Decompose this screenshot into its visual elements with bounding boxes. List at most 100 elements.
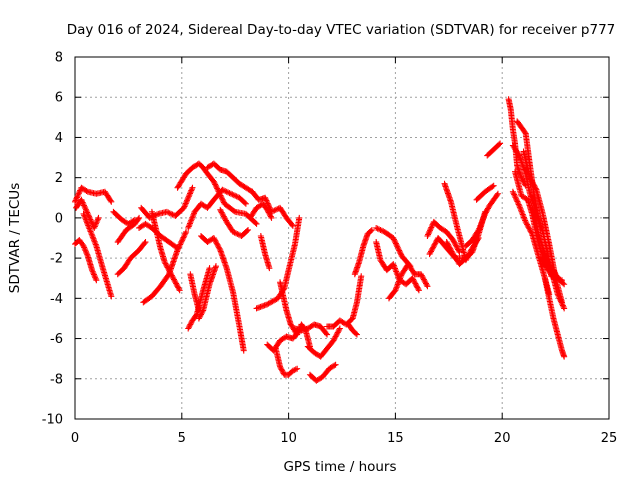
data-point — [219, 186, 226, 193]
data-point — [161, 259, 168, 266]
data-point-track — [84, 251, 91, 258]
data-point-track — [528, 229, 535, 236]
data-point-track — [397, 250, 404, 257]
data-point — [93, 277, 100, 284]
data-point — [490, 182, 497, 189]
data-point-track — [450, 238, 457, 245]
data-point-track — [448, 248, 455, 255]
data-point — [266, 265, 273, 272]
data-point — [245, 226, 252, 233]
data-point-track — [515, 200, 522, 207]
data-point-track — [494, 191, 501, 198]
data-point-track — [557, 298, 564, 305]
data-point-track — [392, 239, 399, 246]
data-point-track — [91, 223, 98, 230]
data-point-track — [406, 262, 413, 269]
data-point-track — [80, 202, 87, 209]
data-point-track — [331, 362, 338, 369]
data-point — [353, 331, 360, 338]
data-point — [409, 275, 416, 282]
data-point-track — [431, 241, 438, 248]
data-point — [172, 279, 179, 286]
data-point-track — [483, 208, 490, 215]
y-tick-label: -10 — [42, 413, 63, 428]
series-arc27 — [292, 321, 331, 338]
data-point — [443, 239, 450, 246]
data-point — [108, 198, 115, 205]
series-arc5 — [110, 208, 138, 227]
data-point-track — [214, 241, 221, 248]
data-point-track — [222, 188, 229, 195]
series-arc23 — [253, 214, 303, 312]
data-point-track — [81, 244, 88, 251]
data-point — [80, 243, 87, 250]
data-point-track — [524, 221, 531, 228]
data-point — [561, 305, 568, 312]
x-tick-label: 10 — [280, 431, 297, 446]
data-point — [415, 287, 422, 294]
data-point-track — [425, 230, 432, 237]
data-point-track — [187, 190, 194, 197]
data-point-track — [181, 231, 188, 238]
data-point-track — [376, 226, 383, 233]
data-point-track — [524, 222, 531, 229]
data-point-track — [423, 281, 430, 288]
data-point — [561, 353, 568, 360]
data-point-track — [444, 240, 451, 247]
data-point — [253, 220, 260, 227]
data-point-track — [556, 294, 563, 301]
data-point-track — [83, 187, 90, 194]
data-point-track — [423, 280, 430, 287]
series-arc9 — [140, 228, 190, 306]
data-point-track — [163, 263, 170, 270]
series-arc31 — [351, 226, 375, 278]
data-point — [89, 267, 96, 274]
data-point-track — [198, 310, 205, 317]
data-point-track — [229, 191, 236, 198]
data-point-track — [84, 209, 91, 216]
data-point — [358, 273, 365, 280]
series-arc13 — [204, 160, 256, 195]
data-point-track — [413, 281, 420, 288]
data-point-track — [212, 182, 219, 189]
data-point-track — [219, 210, 226, 217]
data-point-track — [428, 248, 434, 255]
data-point-track — [188, 320, 195, 327]
series-arc28 — [306, 361, 339, 384]
data-point-track — [393, 241, 400, 248]
data-point-track — [212, 239, 219, 246]
data-point-track — [93, 219, 100, 226]
data-point-track — [230, 192, 237, 199]
data-point — [418, 271, 425, 278]
data-point-track — [521, 129, 528, 136]
data-point-track — [532, 185, 539, 192]
y-tick-label: -2 — [50, 252, 63, 267]
data-point-track — [525, 224, 532, 231]
data-point-track — [241, 199, 248, 206]
data-point-track — [277, 365, 284, 372]
data-point-track — [484, 206, 491, 213]
data-point-track — [231, 229, 238, 236]
series-arc1 — [72, 184, 115, 205]
data-point-track — [452, 242, 459, 249]
data-point — [206, 265, 213, 272]
data-point — [289, 367, 296, 374]
data-point-track — [199, 308, 206, 315]
data-point-track — [396, 248, 403, 255]
data-point-track — [177, 241, 184, 248]
data-point-track — [76, 188, 83, 195]
data-point-track — [217, 208, 224, 215]
data-point-track — [278, 366, 285, 373]
series-arc22 — [257, 232, 273, 272]
data-point-track — [560, 280, 567, 287]
data-point-track — [420, 276, 427, 283]
y-axis-label: SDTVAR / TECUs — [7, 183, 23, 293]
data-point-track — [513, 195, 520, 202]
data-point-track — [162, 260, 169, 267]
data-point-track — [454, 245, 461, 252]
data-point — [195, 315, 202, 322]
data-point-track — [135, 216, 142, 223]
series-arc17 — [187, 271, 202, 314]
data-point-track — [183, 199, 190, 206]
data-point-track — [333, 332, 340, 339]
